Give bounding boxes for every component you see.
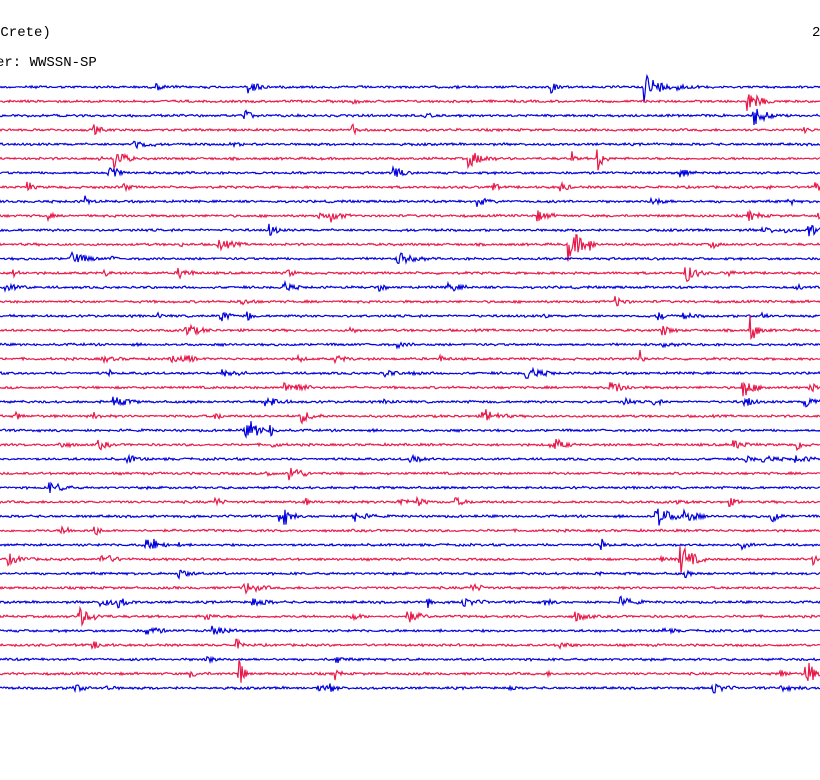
trace: [0, 123, 820, 136]
trace: [0, 349, 820, 365]
trace: [0, 251, 820, 265]
trace: [0, 659, 820, 683]
trace: [0, 396, 820, 408]
trace: [0, 180, 820, 193]
trace: [0, 108, 820, 125]
trace: [0, 366, 820, 379]
trace: [0, 73, 820, 103]
trace: [0, 164, 820, 178]
trace: [0, 625, 820, 635]
trace: [0, 311, 820, 322]
trace: [0, 195, 820, 207]
trace: [0, 421, 820, 439]
trace: [0, 341, 820, 350]
trace: [0, 538, 820, 551]
trace: [0, 655, 820, 665]
trace: [0, 605, 820, 627]
date-label: 2: [812, 25, 820, 41]
trace: [0, 140, 820, 150]
filter-label: er: WWSSN-SP: [0, 55, 97, 71]
station-label: (Crete): [0, 25, 51, 41]
trace: [0, 209, 820, 223]
trace: [0, 149, 820, 171]
trace: [0, 296, 820, 307]
trace: [0, 569, 820, 580]
trace: [0, 582, 820, 595]
trace: [0, 381, 820, 397]
trace: [0, 467, 820, 481]
trace: [0, 595, 820, 609]
trace: [0, 315, 820, 341]
trace: [0, 683, 820, 694]
traces: [0, 73, 820, 694]
trace: [0, 223, 820, 237]
trace: [0, 495, 820, 507]
trace: [0, 525, 820, 536]
trace: [0, 508, 820, 526]
trace: [0, 638, 820, 650]
trace: [0, 453, 820, 465]
trace: [0, 279, 820, 293]
trace: [0, 93, 820, 111]
trace: [0, 409, 820, 425]
trace: [0, 234, 820, 262]
trace: [0, 546, 820, 574]
trace: [0, 267, 820, 283]
trace: [0, 481, 820, 493]
trace: [0, 438, 820, 452]
